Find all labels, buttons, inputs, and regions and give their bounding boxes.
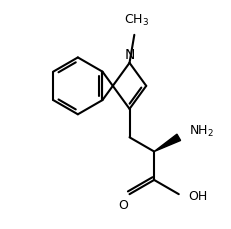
Text: O: O (117, 199, 127, 212)
Text: N: N (124, 48, 134, 62)
Polygon shape (153, 134, 180, 152)
Text: OH: OH (187, 190, 206, 203)
Text: CH$_3$: CH$_3$ (124, 13, 149, 28)
Text: NH$_2$: NH$_2$ (188, 124, 213, 139)
